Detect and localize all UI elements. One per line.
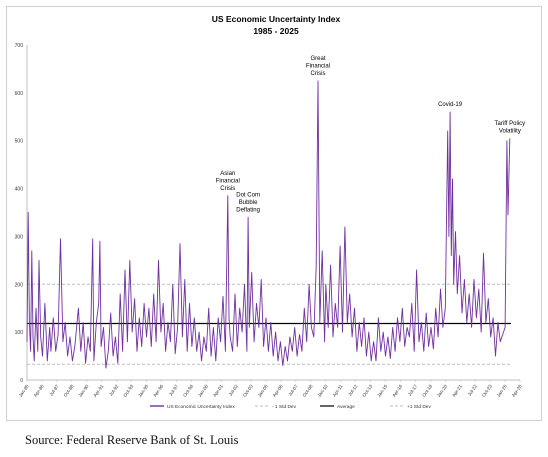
x-tick-label: Oct-88 <box>63 383 75 398</box>
x-tick-label: Apr-91 <box>93 383 105 398</box>
y-tick-label: 500 <box>15 139 24 145</box>
y-tick-label: 200 <box>15 282 24 288</box>
x-tick-label: Jul-97 <box>168 383 180 396</box>
legend-entry: - 1 Std Dev <box>272 404 297 410</box>
x-tick-label: Oct-03 <box>242 383 254 398</box>
reference-lines <box>27 283 512 365</box>
legend-entry: +1 Std Dev <box>407 404 431 410</box>
source-note: Source: Federal Reserve Bank of St. Loui… <box>25 433 239 447</box>
x-tick-label: Oct-13 <box>361 383 373 398</box>
annotation-label: Tariff Policy Volatility <box>495 121 526 135</box>
x-tick-label: Apr-21 <box>451 383 463 398</box>
chart-subtitle: 1985 - 2025 <box>253 26 299 36</box>
annotation-label: Great Financial Crisis <box>306 56 330 77</box>
x-tick-label: Oct-23 <box>481 383 493 398</box>
x-tick-label: Jan-85 <box>18 383 30 398</box>
x-tick-label: Jan-10 <box>316 383 328 398</box>
x-tick-label: Jan-20 <box>436 383 448 398</box>
x-tick-label: Apr-11 <box>332 383 344 397</box>
annotation-label: Dot Com Bubble Deflating <box>236 192 260 213</box>
x-tick-label: Jul-87 <box>48 383 60 396</box>
x-tick-label: Jul-92 <box>108 383 120 396</box>
x-tick-label: Apr-01 <box>212 383 224 398</box>
x-tick-label: Oct-08 <box>302 383 314 398</box>
chart-canvas: US Economic Uncertainty Index 1985 - 202… <box>15 14 525 410</box>
x-tick-label: Oct-18 <box>421 383 433 398</box>
y-tick-label: 0 <box>20 378 23 384</box>
x-tick-label: Jan-00 <box>197 383 209 398</box>
x-tick-label: Apr-06 <box>272 383 284 398</box>
legend-entry: US Economic Uncertainty Index <box>167 404 235 410</box>
y-tick-label: 600 <box>15 91 24 97</box>
x-tick-label: Jul-22 <box>467 383 479 396</box>
x-tick-label: Jan-05 <box>257 383 269 398</box>
x-tick-label: Apr-96 <box>152 383 164 398</box>
x-tick-label: Jan-15 <box>376 383 388 398</box>
y-tick-label: 400 <box>15 187 24 193</box>
x-tick-label: Jul-17 <box>407 383 419 396</box>
x-tick-label: Jul-02 <box>228 383 240 396</box>
series-group <box>26 80 511 369</box>
x-tick-label: Jan-90 <box>77 383 89 398</box>
x-tick-label: Jul-07 <box>287 383 299 396</box>
chart-title: US Economic Uncertainty Index <box>212 14 341 24</box>
x-tick-label: Apr-16 <box>391 383 403 398</box>
y-tick-label: 100 <box>15 330 24 336</box>
x-tick-label: Jan-25 <box>496 383 508 398</box>
annotation-label: Covid-19 <box>438 102 463 108</box>
x-tick-label: Apr-86 <box>33 383 45 398</box>
series-line-uncertainty <box>26 80 511 369</box>
y-tick-label: 700 <box>15 43 24 49</box>
annotation-label: Asian Financial Crisis <box>216 171 240 192</box>
legend: US Economic Uncertainty Index - 1 Std Dev… <box>150 404 431 410</box>
x-tick-label: Oct-98 <box>182 383 194 398</box>
x-tick-label: Jul-12 <box>347 383 359 396</box>
legend-entry: Average <box>337 404 355 410</box>
x-tick-label: Jan-95 <box>137 383 149 398</box>
x-tick-label: Apr-26 <box>511 383 523 398</box>
y-tick-label: 300 <box>15 234 24 240</box>
x-tick-label: Oct-93 <box>122 383 134 398</box>
